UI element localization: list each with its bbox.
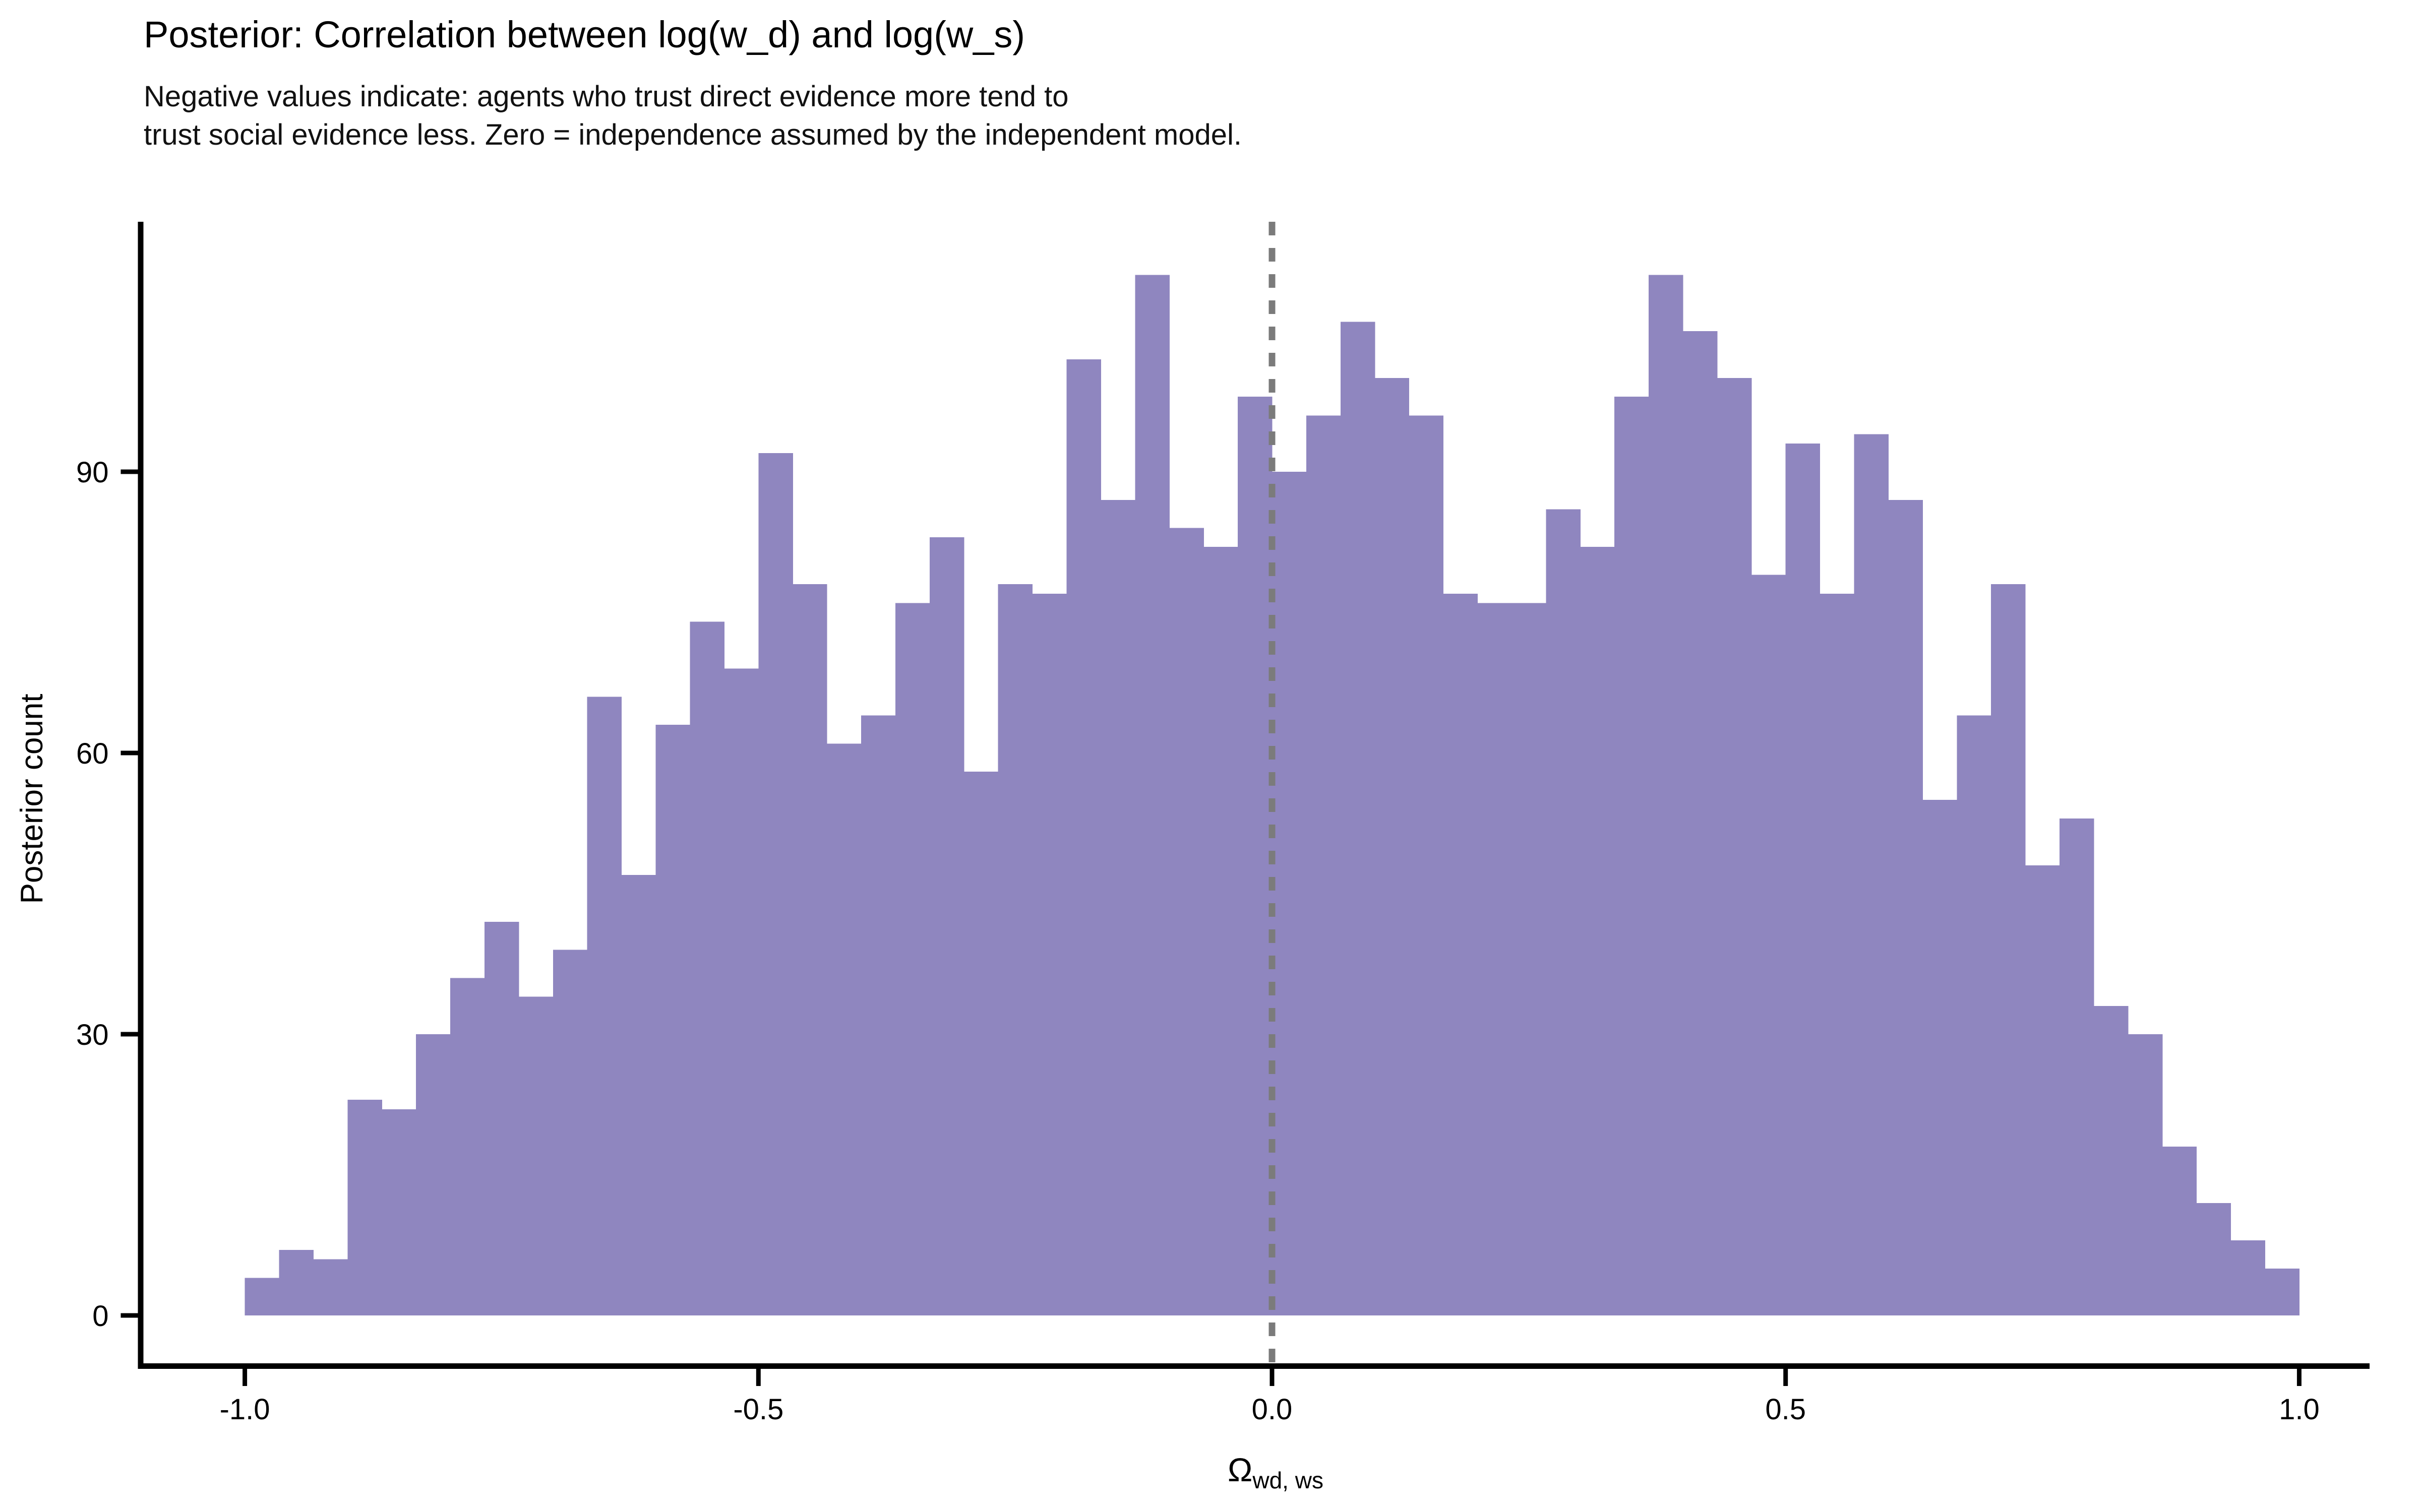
histogram-bar (1683, 331, 1718, 1315)
histogram-bar (1306, 415, 1341, 1315)
histogram-bar (2025, 865, 2060, 1315)
chart-title: Posterior: Correlation between log(w_d) … (144, 14, 1025, 55)
histogram-bar (1101, 499, 1135, 1315)
histogram-bar (1203, 546, 1238, 1315)
x-axis-label-symbol: Ω (1228, 1451, 1253, 1488)
histogram-bar (1717, 378, 1752, 1315)
histogram-bar (1649, 275, 1683, 1316)
histogram-bar (416, 1034, 451, 1315)
histogram-bar (861, 715, 896, 1315)
histogram-bar (1238, 397, 1273, 1316)
y-tick-label: 90 (76, 456, 109, 489)
histogram-bar (382, 1109, 416, 1315)
histogram-bars (245, 275, 2300, 1316)
histogram-bar (587, 697, 622, 1315)
histogram-bar (450, 978, 485, 1315)
histogram-bar (827, 743, 862, 1315)
histogram-bar (1135, 275, 1170, 1316)
x-tick-label: -1.0 (220, 1393, 270, 1426)
histogram-bar (2128, 1034, 2163, 1315)
histogram-bar (485, 921, 519, 1315)
histogram-bar (1546, 509, 1581, 1315)
histogram-bar (998, 584, 1033, 1315)
histogram-bar (1991, 584, 2026, 1315)
x-axis-label: Ωwd, ws (1094, 1451, 1457, 1492)
histogram-bar (1374, 378, 1410, 1315)
histogram-bar (1032, 593, 1067, 1315)
histogram-bar (518, 996, 554, 1315)
x-tick-label: -0.5 (733, 1393, 783, 1426)
histogram-bar (279, 1249, 314, 1315)
x-axis-label-subscript: wd, ws (1252, 1467, 1323, 1494)
histogram-bar (1443, 593, 1478, 1315)
histogram-bar (1751, 575, 1786, 1315)
histogram-bar (1614, 397, 1649, 1316)
y-tick-label: 30 (76, 1019, 109, 1051)
histogram-bar (1477, 603, 1512, 1315)
histogram-bar (245, 1278, 280, 1315)
histogram-bar (313, 1259, 348, 1315)
histogram-bar (1785, 444, 1821, 1316)
chart-subtitle-line2: trust social evidence less. Zero = indep… (144, 118, 1242, 151)
histogram-bar (793, 584, 827, 1315)
histogram-bar (2230, 1240, 2266, 1315)
x-axis-ticks: -1.0 -0.5 0.0 0.5 1.0 (220, 1369, 2320, 1426)
histogram-bar (2265, 1269, 2300, 1315)
histogram-bar (655, 725, 691, 1315)
chart-subtitle-line1: Negative values indicate: agents who tru… (144, 80, 1069, 113)
histogram-bar (1272, 472, 1307, 1315)
histogram-bar (2196, 1203, 2231, 1315)
histogram-bar (724, 668, 759, 1315)
y-axis-ticks: 0 30 60 90 (76, 456, 138, 1333)
histogram-bar (553, 950, 588, 1315)
histogram-bar (1340, 322, 1375, 1315)
histogram-bar (1066, 359, 1101, 1315)
histogram-bar (2093, 1006, 2129, 1315)
y-axis-label: Posterior count (15, 694, 49, 904)
histogram-bar (1888, 499, 1923, 1315)
histogram-bar (1409, 415, 1444, 1315)
histogram-bar (1580, 546, 1615, 1315)
histogram-bar (2162, 1147, 2197, 1315)
histogram-bar (2060, 818, 2094, 1315)
histogram-bar (1854, 434, 1889, 1315)
histogram-bar (929, 537, 964, 1315)
histogram-bar (347, 1100, 382, 1315)
histogram-bar (690, 621, 724, 1315)
axes (138, 222, 2370, 1369)
histogram-bar (1511, 603, 1546, 1315)
histogram-bar (621, 874, 656, 1315)
histogram-bar (1957, 715, 1991, 1315)
histogram-bar (963, 772, 999, 1315)
histogram-bar (1922, 800, 1957, 1315)
x-tick-label: 0.0 (1252, 1393, 1293, 1426)
histogram-bar (1169, 528, 1204, 1315)
histogram-bar (1820, 593, 1855, 1315)
y-tick-label: 0 (92, 1300, 108, 1333)
histogram-bar (895, 603, 930, 1315)
y-tick-label: 60 (76, 737, 109, 770)
x-tick-label: 0.5 (1765, 1393, 1806, 1426)
histogram-bar (758, 453, 793, 1315)
x-tick-label: 1.0 (2279, 1393, 2320, 1426)
